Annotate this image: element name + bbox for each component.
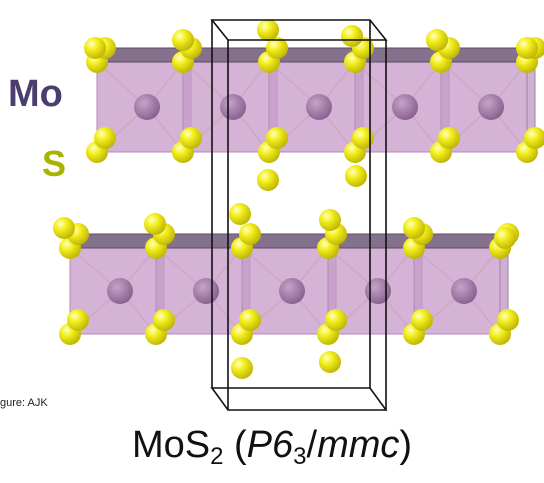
figure-credit: gure: AJK xyxy=(0,397,48,409)
sulfur-atom xyxy=(153,309,175,331)
sulfur-atom xyxy=(411,309,433,331)
paren-close: ) xyxy=(399,424,413,466)
sulfur-atom xyxy=(239,223,261,245)
sulfur-atom xyxy=(516,37,538,59)
sulfur-atom xyxy=(144,213,166,235)
molybdenum-atom xyxy=(365,278,391,304)
sulfur-atom xyxy=(67,309,89,331)
sulfur-atom xyxy=(524,127,544,149)
molybdenum-atom xyxy=(134,94,160,120)
sulfur-atom xyxy=(229,203,251,225)
molybdenum-atom xyxy=(107,278,133,304)
molybdenum-atom xyxy=(220,94,246,120)
sulfur-atom xyxy=(266,37,288,59)
space-group-symbol: P6 xyxy=(246,424,294,466)
compound-formula: MoS xyxy=(131,424,211,466)
molybdenum-atom xyxy=(279,278,305,304)
sulfur-atom xyxy=(53,217,75,239)
sulfur-atom xyxy=(403,217,425,239)
sulfur-atom xyxy=(172,29,194,51)
sulfur-atom xyxy=(94,127,116,149)
sulfur-atom xyxy=(352,127,374,149)
space-group-mirrors: mmc xyxy=(317,424,400,466)
sulfur-atom xyxy=(438,127,460,149)
sulfur-atoms xyxy=(53,19,544,379)
sulfur-atom xyxy=(497,309,519,331)
sulfur-atom xyxy=(319,209,341,231)
sulfur-atom xyxy=(239,309,261,331)
sulfur-atom xyxy=(84,37,106,59)
molybdenum-label: Mo xyxy=(8,73,63,115)
compound-subscript: 2 xyxy=(210,443,224,470)
molybdenum-atom xyxy=(193,278,219,304)
sulfur-atom xyxy=(266,127,288,149)
molybdenum-atom xyxy=(451,278,477,304)
molybdenum-atom xyxy=(306,94,332,120)
sulfur-atom xyxy=(257,19,279,41)
space-group-subscript: 3 xyxy=(293,443,307,470)
unit-cell-outline xyxy=(210,19,388,411)
sulfur-atom xyxy=(231,357,253,379)
unit-cell-edge xyxy=(210,387,388,411)
molybdenum-atom xyxy=(392,94,418,120)
chemical-formula-caption: MoS2 (P63/mmc) xyxy=(0,424,544,470)
molybdenum-atom xyxy=(478,94,504,120)
sulfur-atom xyxy=(319,351,341,373)
sulfur-atom xyxy=(257,169,279,191)
sulfur-atom xyxy=(325,309,347,331)
sulfur-atom xyxy=(426,29,448,51)
sulfur-label: S xyxy=(42,143,67,184)
space-group-slash: / xyxy=(306,424,318,466)
sulfur-atom xyxy=(345,165,367,187)
sulfur-atom xyxy=(341,25,363,47)
sulfur-atom xyxy=(180,127,202,149)
sulfur-atom xyxy=(494,227,516,249)
paren-open: ( xyxy=(223,424,247,466)
